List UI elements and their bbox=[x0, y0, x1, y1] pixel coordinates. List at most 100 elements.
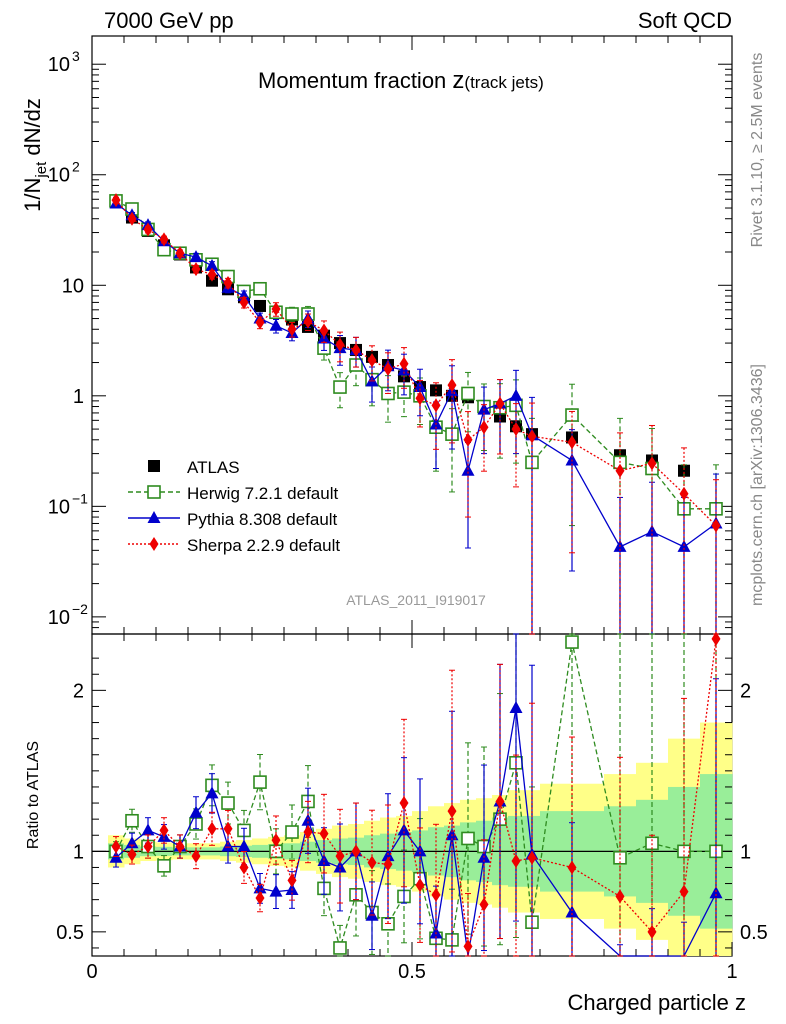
ratio-point bbox=[447, 804, 457, 819]
ratio-point bbox=[141, 823, 155, 836]
data-point bbox=[189, 250, 203, 263]
data-point bbox=[319, 323, 329, 338]
legend-marker bbox=[149, 537, 159, 551]
data-point bbox=[269, 318, 283, 331]
ratio-point bbox=[463, 939, 473, 954]
data-point bbox=[335, 337, 345, 352]
ratio-point bbox=[367, 855, 377, 870]
header-right: Soft QCD bbox=[638, 8, 732, 33]
ratio-point bbox=[319, 826, 329, 841]
ratio-point bbox=[413, 844, 427, 857]
y-tick-label: 1 bbox=[73, 386, 84, 408]
data-point bbox=[367, 353, 377, 368]
plot-title-sub: (track jets) bbox=[464, 73, 543, 92]
ratio-point bbox=[679, 884, 689, 899]
data-point bbox=[399, 356, 409, 371]
ratio-point bbox=[269, 884, 283, 897]
legend-entry: Pythia 8.308 default bbox=[128, 510, 338, 529]
ratio-point bbox=[143, 839, 153, 854]
series-sherpa bbox=[111, 193, 721, 635]
data-point bbox=[511, 422, 521, 437]
ratio-point bbox=[159, 823, 169, 838]
x-tick-label: 1 bbox=[726, 961, 737, 983]
plot-title: Momentum fraction z(track jets) bbox=[258, 67, 544, 94]
ratio-uncertainty-band bbox=[92, 722, 733, 956]
data-point bbox=[383, 361, 393, 376]
data-point bbox=[567, 435, 577, 450]
legend: ATLAS Herwig 7.2.1 default Pythia 8.308 de… bbox=[128, 458, 340, 555]
ratio-point bbox=[461, 831, 475, 846]
y-tick-exponent: 2 bbox=[72, 159, 80, 175]
legend-label: Herwig 7.2.1 default bbox=[187, 484, 338, 503]
ratio-point bbox=[255, 891, 265, 906]
data-point bbox=[477, 402, 491, 415]
ratio-point bbox=[237, 839, 251, 852]
ratio-point bbox=[383, 857, 393, 872]
data-point bbox=[527, 429, 537, 444]
ratio-point bbox=[287, 873, 297, 888]
ratio-tick-label: 1 bbox=[73, 841, 84, 863]
y-tick-label: 10 bbox=[48, 165, 70, 187]
data-point bbox=[431, 398, 441, 413]
legend-entry: Sherpa 2.2.9 default bbox=[128, 536, 340, 555]
ratio-point bbox=[125, 813, 139, 828]
ratio-point bbox=[527, 850, 537, 865]
data-point bbox=[678, 464, 690, 477]
y-tick-exponent: −1 bbox=[72, 490, 88, 506]
ratio-point bbox=[399, 796, 409, 811]
data-point bbox=[461, 463, 475, 476]
data-point bbox=[565, 408, 579, 422]
ratio-tick-label: 2 bbox=[73, 680, 84, 702]
data-point bbox=[255, 315, 265, 330]
ratio-point bbox=[221, 839, 235, 852]
legend-entry: Herwig 7.2.1 default bbox=[128, 484, 338, 503]
ratio-point bbox=[253, 775, 267, 789]
ratio-point bbox=[567, 860, 577, 875]
analysis-id: ATLAS_2011_I919017 bbox=[346, 592, 486, 608]
header-left: 7000 GeV pp bbox=[104, 8, 234, 33]
legend-label: Pythia 8.308 default bbox=[187, 510, 338, 529]
ratio-tick-label: 0.5 bbox=[56, 922, 84, 944]
data-point bbox=[159, 232, 169, 247]
data-point bbox=[253, 281, 267, 296]
ratio-point bbox=[223, 821, 233, 836]
ratio-point bbox=[285, 825, 299, 839]
data-point bbox=[239, 295, 249, 310]
ratio-point bbox=[415, 878, 425, 893]
data-point bbox=[223, 275, 233, 290]
ratio-point bbox=[239, 860, 249, 875]
ratio-point bbox=[301, 813, 315, 826]
x-tick-label: 0 bbox=[86, 961, 97, 983]
ratio-point bbox=[127, 847, 137, 862]
ratio-point bbox=[479, 897, 489, 912]
ratio-point bbox=[351, 844, 361, 859]
ratio-point bbox=[511, 854, 521, 869]
ratio-series-layer bbox=[109, 631, 723, 957]
ratio-point bbox=[509, 701, 523, 714]
legend-entry: ATLAS bbox=[148, 458, 240, 477]
ratio-point bbox=[189, 805, 203, 818]
ratio-point bbox=[709, 886, 723, 899]
data-point bbox=[647, 456, 657, 471]
legend-marker bbox=[147, 511, 161, 523]
data-point bbox=[191, 262, 201, 277]
data-point bbox=[711, 518, 721, 533]
ratio-point bbox=[271, 833, 281, 848]
data-point bbox=[254, 299, 266, 312]
ylabel-main: 1/N bbox=[20, 178, 45, 212]
legend-label: Sherpa 2.2.9 default bbox=[187, 536, 340, 555]
ratio-point bbox=[205, 786, 219, 799]
data-point bbox=[509, 388, 523, 401]
data-point bbox=[285, 307, 299, 321]
ratio-point bbox=[335, 849, 345, 864]
ratio-point bbox=[125, 836, 139, 849]
y-axis-label-top: 1/Njet dN/dz bbox=[20, 98, 50, 212]
ratio-point bbox=[565, 905, 579, 918]
ratio-point bbox=[157, 859, 171, 873]
ratio-line bbox=[115, 707, 717, 957]
ratio-point bbox=[381, 849, 395, 862]
data-point bbox=[333, 380, 347, 394]
ylabel-sub: jet bbox=[33, 161, 50, 179]
